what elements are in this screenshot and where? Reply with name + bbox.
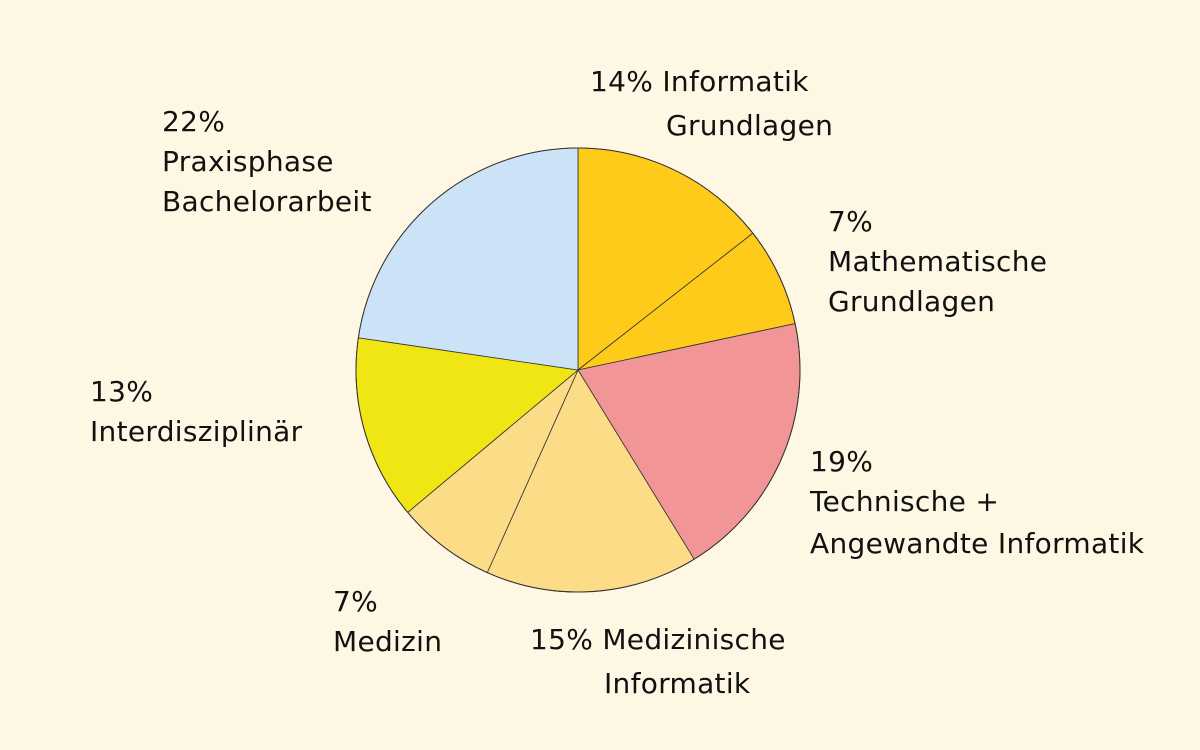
slice-label-6-line-0: 22% [162, 105, 226, 138]
slice-label-4-line-1: Medizin [333, 625, 443, 658]
slice-label-3-line-1: Informatik [604, 667, 751, 700]
slice-label-0-line-1: Grundlagen [666, 109, 834, 142]
slice-label-1-line-0: 7% [828, 205, 874, 238]
slice-label-2-line-1: Technische + [810, 485, 1000, 518]
slice-label-1-line-2: Grundlagen [828, 285, 996, 318]
pie-slice-6 [357, 147, 579, 371]
slice-label-5-line-1: Interdisziplinär [90, 415, 303, 448]
slice-label-0-line-0: 14% Informatik [590, 65, 809, 98]
slice-label-6-line-1: Praxisphase [162, 145, 334, 178]
slice-label-2-line-0: 19% [810, 445, 874, 478]
slice-label-2-line-2: Angewandte Informatik [810, 527, 1145, 560]
slice-label-4-line-0: 7% [333, 585, 379, 618]
slice-label-6-line-2: Bachelorarbeit [162, 185, 372, 218]
slice-label-5-line-0: 13% [90, 375, 154, 408]
slice-label-1-line-1: Mathematische [828, 245, 1048, 278]
pie-outline [355, 147, 801, 593]
slice-label-3-line-0: 15% Medizinische [530, 623, 786, 656]
